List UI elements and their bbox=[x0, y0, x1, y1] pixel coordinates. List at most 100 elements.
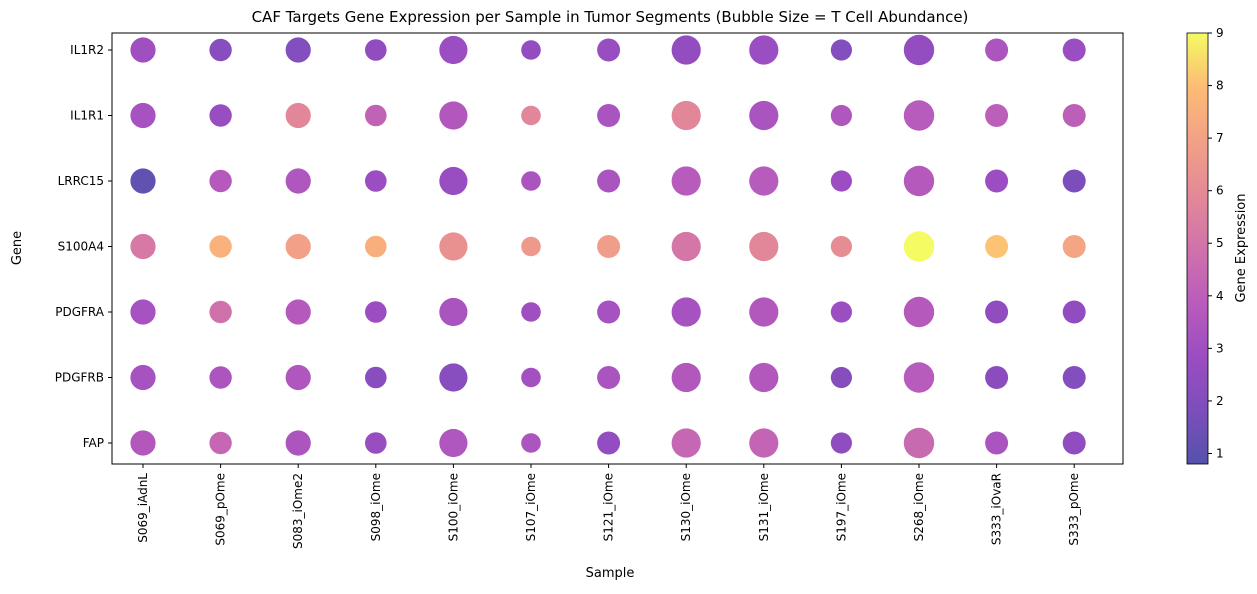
bubble-FAP-S130_iOme bbox=[671, 428, 701, 458]
bubble-S100A4-S333_iOvaR bbox=[985, 235, 1009, 258]
bubble-LRRC15-S197_iOme bbox=[830, 170, 853, 192]
bubble-IL1R2-S069_pOme bbox=[209, 38, 232, 62]
bubble-PDGFRA-S100_iOme bbox=[439, 297, 468, 327]
bubble-IL1R1-S100_iOme bbox=[439, 101, 468, 130]
colorbar-tick-label: 5 bbox=[1216, 236, 1224, 250]
bubble-LRRC15-S069_pOme bbox=[209, 169, 232, 193]
bubble-IL1R1-S107_iOme bbox=[521, 105, 541, 126]
bubble-S100A4-S069_pOme bbox=[209, 235, 232, 258]
bubble-PDGFRB-S100_iOme bbox=[439, 363, 468, 392]
colorbar-tick-label: 3 bbox=[1216, 341, 1224, 355]
bubble-LRRC15-S098_iOme bbox=[365, 170, 387, 192]
bubble-FAP-S131_iOme bbox=[749, 428, 779, 458]
colorbar-tick-label: 7 bbox=[1216, 131, 1224, 145]
bubble-S100A4-S069_iAdnL bbox=[130, 233, 156, 260]
y-tick-label: IL1R2 bbox=[70, 43, 104, 57]
bubble-PDGFRB-S107_iOme bbox=[521, 367, 541, 388]
y-tick-label: S100A4 bbox=[58, 240, 104, 254]
bubble-S100A4-S130_iOme bbox=[671, 231, 701, 262]
bubble-FAP-S083_iOme2 bbox=[285, 430, 311, 456]
bubble-FAP-S069_iAdnL bbox=[130, 430, 156, 456]
y-tick-label: IL1R1 bbox=[70, 109, 104, 123]
plot-area-frame bbox=[111, 32, 1124, 465]
x-axis-ticks: S069_iAdnL S069_pOme S083_iOme2 S098_iOme S1… bbox=[136, 464, 1081, 549]
colorbar-label: Gene Expression bbox=[1234, 193, 1249, 302]
y-tick-label: PDGFRA bbox=[55, 305, 105, 319]
bubble-LRRC15-S100_iOme bbox=[439, 166, 468, 196]
bubble-FAP-S107_iOme bbox=[521, 433, 541, 453]
x-tick-label: S098_iOme bbox=[369, 473, 383, 541]
bubble-IL1R2-S333_pOme bbox=[1062, 38, 1086, 62]
bubble-S100A4-S268_iOme bbox=[903, 231, 935, 262]
bubble-LRRC15-S083_iOme2 bbox=[285, 168, 311, 194]
bubble-IL1R2-S100_iOme bbox=[439, 35, 468, 65]
x-tick-label: S069_iAdnL bbox=[136, 473, 150, 543]
x-tick-label: S100_iOme bbox=[446, 473, 460, 541]
colorbar-tick-label: 8 bbox=[1216, 79, 1224, 93]
colorbar-tick-label: 4 bbox=[1216, 289, 1224, 303]
x-tick-label: S069_pOme bbox=[214, 473, 228, 546]
bubble-FAP-S121_iOme bbox=[597, 431, 621, 455]
bubble-IL1R1-S268_iOme bbox=[903, 100, 935, 131]
bubble-FAP-S098_iOme bbox=[365, 432, 387, 454]
bubble-S100A4-S083_iOme2 bbox=[285, 233, 311, 260]
bubble-LRRC15-S121_iOme bbox=[597, 169, 621, 193]
bubble-IL1R2-S197_iOme bbox=[830, 39, 853, 61]
bubble-LRRC15-S107_iOme bbox=[521, 171, 541, 191]
y-axis-ticks: IL1R2 IL1R1 LRRC15 S100A4 PDGFRA PDGFRB FAP bbox=[55, 43, 112, 450]
bubble-S100A4-S107_iOme bbox=[521, 236, 541, 257]
bubble-LRRC15-S333_pOme bbox=[1062, 169, 1086, 193]
bubble-IL1R1-S130_iOme bbox=[671, 100, 701, 131]
y-tick-label: FAP bbox=[83, 436, 104, 450]
colorbar bbox=[1187, 33, 1208, 464]
x-axis-label: Sample bbox=[586, 566, 635, 581]
bubble-IL1R2-S107_iOme bbox=[521, 40, 541, 60]
bubble-PDGFRA-S083_iOme2 bbox=[285, 299, 311, 325]
bubble-IL1R2-S083_iOme2 bbox=[285, 37, 311, 63]
bubble-LRRC15-S130_iOme bbox=[671, 166, 701, 196]
x-tick-label: S333_iOvaR bbox=[990, 473, 1004, 545]
bubble-IL1R1-S098_iOme bbox=[365, 104, 387, 127]
bubble-FAP-S268_iOme bbox=[903, 427, 935, 459]
bubble-PDGFRA-S333_pOme bbox=[1062, 300, 1086, 324]
bubble-S100A4-S100_iOme bbox=[439, 232, 468, 261]
y-tick-label: LRRC15 bbox=[58, 174, 104, 188]
bubble-IL1R2-S333_iOvaR bbox=[985, 38, 1009, 62]
bubble-FAP-S333_iOvaR bbox=[985, 431, 1009, 455]
bubble-IL1R1-S333_iOvaR bbox=[985, 104, 1009, 127]
bubble-PDGFRA-S268_iOme bbox=[903, 296, 935, 328]
bubble-IL1R2-S069_iAdnL bbox=[130, 37, 156, 63]
colorbar-tick-label: 1 bbox=[1216, 446, 1224, 460]
bubble-PDGFRB-S333_pOme bbox=[1062, 366, 1086, 389]
bubble-FAP-S100_iOme bbox=[439, 428, 468, 458]
bubble-FAP-S069_pOme bbox=[209, 431, 232, 455]
bubble-PDGFRB-S130_iOme bbox=[671, 362, 701, 393]
bubble-PDGFRA-S069_pOme bbox=[209, 300, 232, 324]
bubble-PDGFRB-S121_iOme bbox=[597, 366, 621, 389]
bubble-PDGFRB-S069_pOme bbox=[209, 366, 232, 389]
bubble-IL1R2-S268_iOme bbox=[903, 34, 935, 66]
bubble-PDGFRB-S268_iOme bbox=[903, 362, 935, 393]
bubble-LRRC15-S268_iOme bbox=[903, 165, 935, 197]
bubble-PDGFRA-S098_iOme bbox=[365, 301, 387, 323]
bubble-PDGFRA-S333_iOvaR bbox=[985, 300, 1009, 324]
colorbar-tick-label: 2 bbox=[1216, 394, 1224, 408]
bubble-IL1R1-S197_iOme bbox=[830, 104, 853, 127]
colorbar-frame bbox=[1186, 32, 1209, 465]
bubble-LRRC15-S069_iAdnL bbox=[130, 168, 156, 194]
bubble-PDGFRB-S131_iOme bbox=[749, 362, 779, 393]
x-tick-label: S107_iOme bbox=[524, 473, 538, 541]
y-axis-label: Gene bbox=[10, 231, 25, 265]
bubble-LRRC15-S333_iOvaR bbox=[985, 169, 1009, 193]
bubble-LRRC15-S131_iOme bbox=[749, 166, 779, 196]
x-tick-label: S083_iOme2 bbox=[291, 473, 305, 549]
bubble-PDGFRA-S131_iOme bbox=[749, 297, 779, 327]
bubble-PDGFRA-S197_iOme bbox=[830, 301, 853, 323]
colorbar-tick-label: 9 bbox=[1216, 26, 1224, 40]
x-tick-label: S130_iOme bbox=[679, 473, 693, 541]
bubble-FAP-S333_pOme bbox=[1062, 431, 1086, 455]
bubble-PDGFRA-S107_iOme bbox=[521, 302, 541, 322]
bubble-IL1R1-S069_iAdnL bbox=[130, 102, 156, 129]
